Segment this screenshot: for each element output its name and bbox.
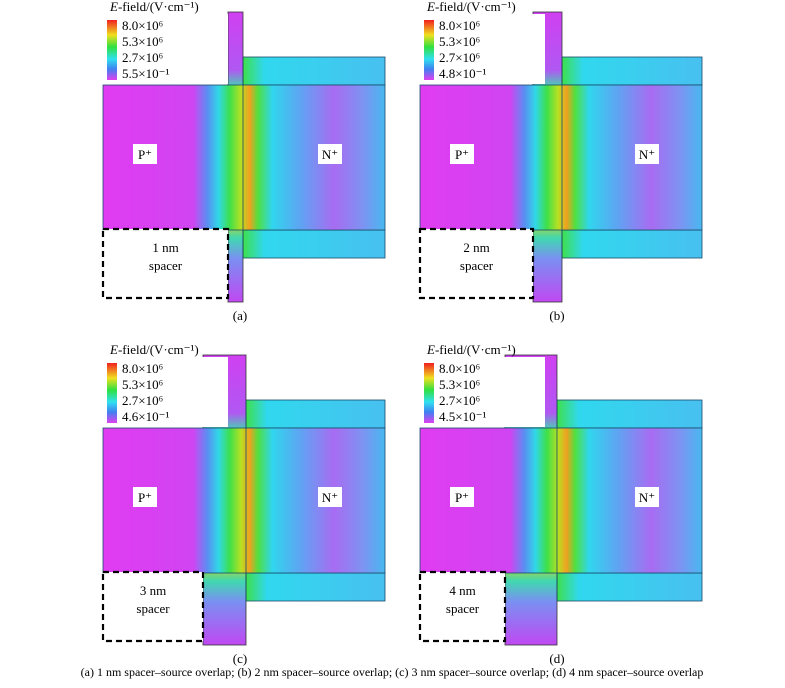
legend-label: 2.7×10⁶ (122, 50, 163, 65)
label-box (635, 487, 659, 507)
n-label: N⁺ (639, 147, 655, 162)
spacer-box (101, 227, 230, 300)
colorbar (107, 363, 117, 423)
legend-title-rest: -field/(V·cm⁻¹) (435, 342, 516, 357)
panel: 2 nm spacer P⁺ N⁺ E-field/(V·cm⁻¹) 8.0×10⁶5.3… (418, 0, 703, 323)
n-label: N⁺ (639, 490, 655, 505)
legend-bg (420, 357, 545, 427)
legend-label: 2.7×10⁶ (439, 50, 480, 65)
spacer-box (418, 227, 535, 300)
spacer-box (101, 570, 205, 643)
legend-label: 2.7×10⁶ (439, 393, 480, 408)
colorbar (424, 20, 434, 80)
legend-label: 5.3×10⁶ (122, 377, 163, 392)
spacer-label: spacer (136, 601, 170, 616)
spacer-label: 4 nm (449, 583, 475, 598)
panel-caption: (c) (233, 651, 247, 666)
label-box (133, 144, 157, 164)
spacer-box (418, 570, 507, 643)
n-label: N⁺ (322, 490, 338, 505)
n-label: N⁺ (322, 147, 338, 162)
legend-title-rest: -field/(V·cm⁻¹) (118, 0, 199, 14)
legend-title-var: E (109, 342, 118, 357)
panel-caption: (b) (549, 308, 564, 323)
legend-label: 4.8×10⁻¹ (439, 66, 486, 81)
n-region-bottom (561, 229, 703, 259)
spacer-label: spacer (149, 258, 183, 273)
spacer-label: spacer (460, 258, 494, 273)
panel-caption: (d) (549, 651, 564, 666)
label-box (133, 487, 157, 507)
legend-label: 8.0×10⁶ (122, 361, 163, 376)
legend-label: 5.3×10⁶ (439, 377, 480, 392)
label-box (318, 144, 342, 164)
panel-caption: (a) (233, 308, 247, 323)
legend-bg (103, 14, 228, 84)
colorbar (107, 20, 117, 80)
n-region-top (245, 399, 386, 429)
label-box (450, 487, 474, 507)
n-region-top (561, 56, 703, 86)
p-label: P⁺ (455, 147, 469, 162)
spacer-label: 3 nm (140, 583, 166, 598)
legend-title: E-field/(V·cm⁻¹) (426, 342, 516, 357)
legend-title: E-field/(V·cm⁻¹) (109, 342, 199, 357)
legend-title-rest: -field/(V·cm⁻¹) (435, 0, 516, 14)
legend-label: 8.0×10⁶ (439, 18, 480, 33)
n-region-top (242, 56, 386, 86)
n-region-top (556, 399, 703, 429)
legend-title-var: E (426, 342, 435, 357)
spacer-label: spacer (446, 601, 480, 616)
colorbar (424, 363, 434, 423)
legend-label: 5.3×10⁶ (439, 34, 480, 49)
figure-caption: (a) 1 nm spacer–source overlap; (b) 2 nm… (81, 665, 704, 679)
label-box (318, 487, 342, 507)
legend-label: 8.0×10⁶ (439, 361, 480, 376)
p-label: P⁺ (138, 147, 152, 162)
legend-label: 4.5×10⁻¹ (439, 409, 486, 424)
legend-title-var: E (426, 0, 435, 14)
panel: 3 nm spacer P⁺ N⁺ E-field/(V·cm⁻¹) 8.0×10⁶5.3… (101, 342, 386, 666)
legend-title: E-field/(V·cm⁻¹) (109, 0, 199, 14)
spacer-label: 1 nm (152, 240, 178, 255)
label-box (450, 144, 474, 164)
legend-title-var: E (109, 0, 118, 14)
panel: 4 nm spacer P⁺ N⁺ E-field/(V·cm⁻¹) 8.0×10⁶5.3… (418, 342, 703, 666)
n-region-bottom (242, 229, 386, 259)
legend-label: 4.6×10⁻¹ (122, 409, 169, 424)
n-region-bottom (245, 572, 386, 602)
legend-bg (420, 14, 545, 84)
legend-label: 2.7×10⁶ (122, 393, 163, 408)
panel: 1 nm spacer P⁺ N⁺ E-field/(V·cm⁻¹) 8.0×10⁶5.3… (101, 0, 386, 323)
legend-label: 8.0×10⁶ (122, 18, 163, 33)
legend-title: E-field/(V·cm⁻¹) (426, 0, 516, 14)
p-label: P⁺ (138, 490, 152, 505)
n-region-bottom (556, 572, 703, 602)
legend-label: 5.3×10⁶ (122, 34, 163, 49)
legend-label: 5.5×10⁻¹ (122, 66, 169, 81)
spacer-label: 2 nm (463, 240, 489, 255)
legend-bg (103, 357, 228, 427)
legend-title-rest: -field/(V·cm⁻¹) (118, 342, 199, 357)
label-box (635, 144, 659, 164)
p-label: P⁺ (455, 490, 469, 505)
